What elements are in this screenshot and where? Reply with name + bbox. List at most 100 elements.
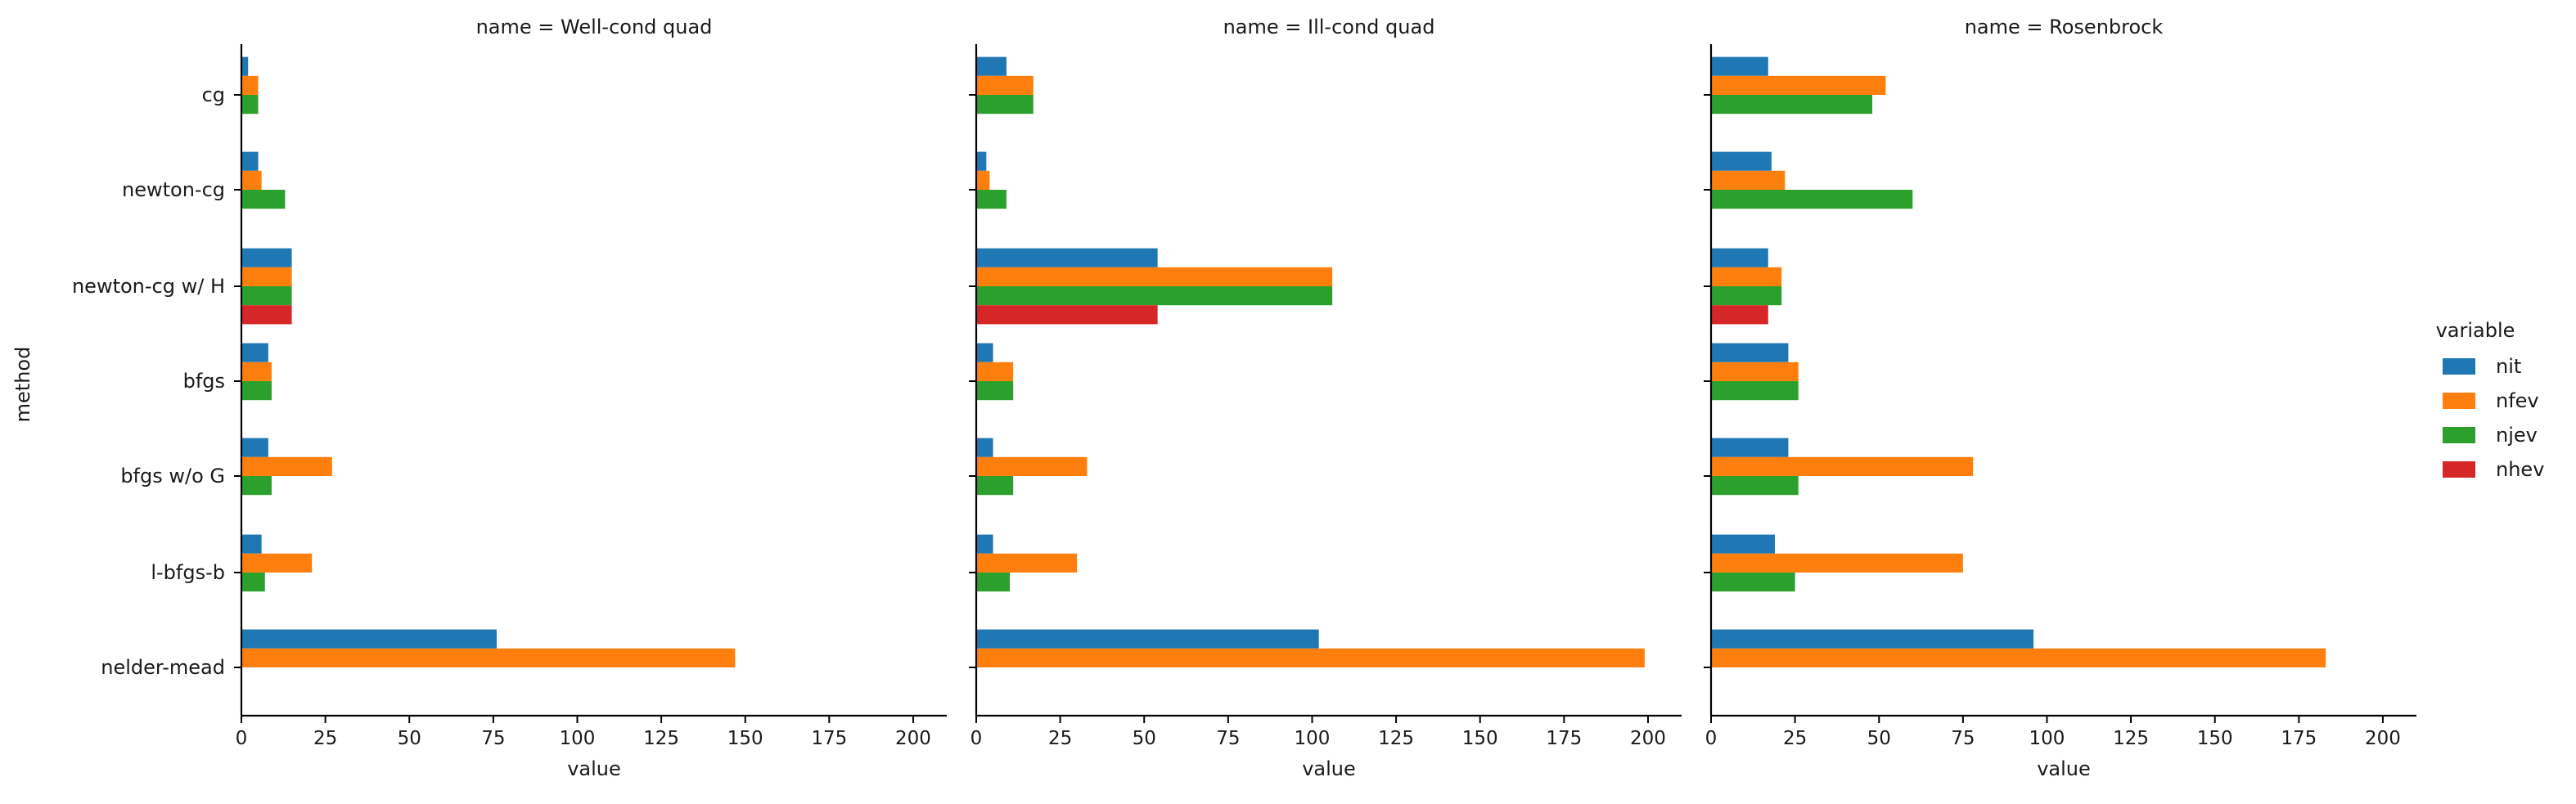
bar-njev	[1711, 95, 1873, 115]
bar-nit	[976, 151, 987, 171]
legend-label-nit: nit	[2496, 355, 2521, 378]
x-tick-label: 100	[560, 728, 596, 749]
bar-nit	[241, 343, 268, 362]
legend-label-nfev: nfev	[2496, 389, 2539, 412]
bar-nit	[241, 248, 292, 267]
bar-njev	[976, 95, 1034, 115]
bar-nfev	[241, 267, 292, 286]
bar-nit	[976, 248, 1158, 267]
bar-nhev	[1711, 305, 1768, 325]
x-tick-label: 150	[1462, 728, 1498, 749]
bar-nfev	[241, 648, 736, 667]
x-tick-label: 50	[1133, 728, 1156, 749]
y-tick-label: newton-cg	[122, 178, 225, 201]
bar-njev	[241, 476, 272, 496]
x-tick-label: 0	[236, 728, 248, 749]
bar-nfev	[976, 648, 1645, 667]
bar-nit	[1711, 534, 1775, 554]
bar-njev	[976, 476, 1014, 496]
facet-panel: name = Ill-cond quad 0 25 50 75 100 125 150 175 2…	[969, 16, 1682, 780]
x-tick-label: 25	[1048, 728, 1072, 749]
bar-njev	[241, 573, 265, 592]
x-axis-title: value	[2037, 757, 2091, 780]
x-tick-label: 50	[398, 728, 421, 749]
y-tick-label: bfgs	[183, 370, 225, 393]
bar-nit	[976, 629, 1319, 649]
bar-nhev	[976, 305, 1158, 325]
bar-nfev	[1711, 553, 1963, 573]
legend-title: variable	[2436, 319, 2515, 342]
x-tick-label: 125	[1378, 728, 1414, 749]
x-tick-label: 150	[727, 728, 763, 749]
x-tick-label: 0	[1705, 728, 1718, 749]
bar-njev	[241, 190, 286, 209]
bar-njev	[976, 573, 1011, 592]
x-tick-label: 125	[2113, 728, 2149, 749]
y-tick-label: l-bfgs-b	[151, 561, 225, 584]
x-tick-label: 25	[313, 728, 337, 749]
bar-nfev	[1711, 648, 2326, 667]
x-tick-label: 25	[1783, 728, 1807, 749]
y-tick-label: cg	[202, 83, 225, 106]
bar-nfev	[976, 362, 1014, 381]
legend: variable nit nfev njev nhev	[2436, 319, 2545, 481]
bar-nit	[241, 438, 268, 457]
bar-nfev	[1711, 456, 1974, 476]
x-axis-title: value	[567, 757, 621, 780]
bar-nit	[976, 56, 1007, 76]
legend-label-nhev: nhev	[2496, 458, 2544, 481]
bar-nit	[1711, 343, 1789, 362]
bar-nit	[1711, 438, 1789, 457]
bar-nfev	[241, 362, 272, 381]
bar-nit	[241, 534, 262, 554]
x-tick-label: 100	[1295, 728, 1331, 749]
bar-nfev	[976, 456, 1088, 476]
y-tick-labels: cg newton-cg newton-cg w/ H bfgs bfgs w/o G l…	[72, 83, 225, 679]
y-axis-title: method	[11, 347, 34, 423]
x-tick-label: 175	[2281, 728, 2317, 749]
x-tick-label: 200	[895, 728, 931, 749]
x-tick-label: 100	[2029, 728, 2065, 749]
x-tick-label: 75	[481, 728, 505, 749]
facets-layer: name = Well-cond quad 0 25 50 75 100 125 150 175…	[234, 16, 2416, 780]
bar-nit	[1711, 248, 1768, 267]
y-tick-label: bfgs w/o G	[120, 465, 225, 487]
bar-njev	[1711, 286, 1782, 306]
legend-swatch-nhev	[2443, 461, 2475, 478]
x-axis-title: value	[1302, 757, 1356, 780]
bar-njev	[1711, 190, 1913, 209]
bar-nit	[241, 151, 259, 171]
x-tick-label: 175	[1546, 728, 1582, 749]
bar-njev	[241, 381, 272, 401]
bar-nfev	[1711, 362, 1799, 381]
bar-nfev	[976, 75, 1034, 95]
bar-nit	[1711, 151, 1772, 171]
bar-nfev	[976, 553, 1078, 573]
x-tick-label: 175	[811, 728, 847, 749]
y-tick-label: newton-cg w/ H	[72, 275, 225, 298]
bar-njev	[976, 190, 1007, 209]
bar-nit	[976, 534, 993, 554]
facet-panel: name = Rosenbrock 0 25 50 75 100 125 150 175 200 v…	[1704, 16, 2416, 780]
bar-nfev	[1711, 75, 1886, 95]
legend-swatch-njev	[2443, 427, 2475, 443]
bar-njev	[1711, 573, 1795, 592]
bar-nfev	[241, 553, 313, 573]
x-tick-label: 75	[1951, 728, 1975, 749]
y-tick-label: nelder-mead	[101, 656, 225, 679]
bar-nfev	[1711, 267, 1782, 286]
bar-njev	[1711, 381, 1799, 401]
facet-title: name = Rosenbrock	[1965, 16, 2164, 38]
bar-nit	[976, 438, 993, 457]
bar-nfev	[976, 170, 990, 190]
x-tick-label: 50	[1867, 728, 1891, 749]
bar-njev	[976, 381, 1014, 401]
bar-njev	[976, 286, 1333, 306]
bar-nfev	[241, 456, 332, 476]
legend-swatch-nit	[2443, 358, 2475, 375]
legend-label-njev: njev	[2496, 424, 2538, 447]
bar-nfev	[976, 267, 1333, 286]
legend-swatch-nfev	[2443, 393, 2475, 409]
x-tick-label: 200	[2365, 728, 2401, 749]
bar-njev	[241, 95, 259, 115]
